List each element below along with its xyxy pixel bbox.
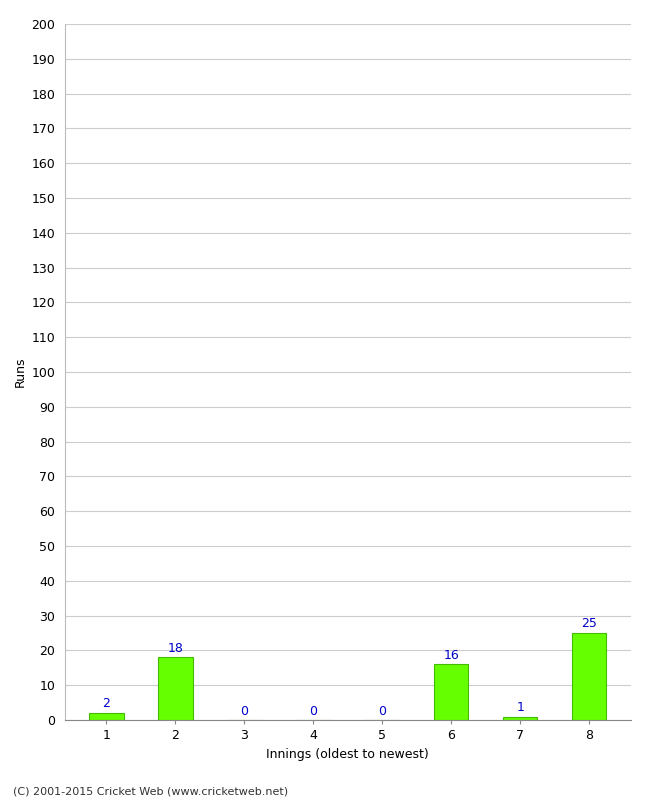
Text: 18: 18 bbox=[168, 642, 183, 654]
Bar bbox=[572, 633, 606, 720]
Bar bbox=[158, 658, 192, 720]
X-axis label: Innings (oldest to newest): Innings (oldest to newest) bbox=[266, 747, 429, 761]
Text: (C) 2001-2015 Cricket Web (www.cricketweb.net): (C) 2001-2015 Cricket Web (www.cricketwe… bbox=[13, 786, 288, 796]
Bar bbox=[89, 713, 124, 720]
Bar bbox=[503, 717, 538, 720]
Y-axis label: Runs: Runs bbox=[14, 357, 27, 387]
Text: 0: 0 bbox=[240, 706, 248, 718]
Text: 0: 0 bbox=[309, 706, 317, 718]
Text: 16: 16 bbox=[443, 649, 459, 662]
Text: 2: 2 bbox=[103, 698, 111, 710]
Text: 1: 1 bbox=[516, 701, 524, 714]
Bar bbox=[434, 664, 469, 720]
Text: 25: 25 bbox=[581, 618, 597, 630]
Text: 0: 0 bbox=[378, 706, 386, 718]
